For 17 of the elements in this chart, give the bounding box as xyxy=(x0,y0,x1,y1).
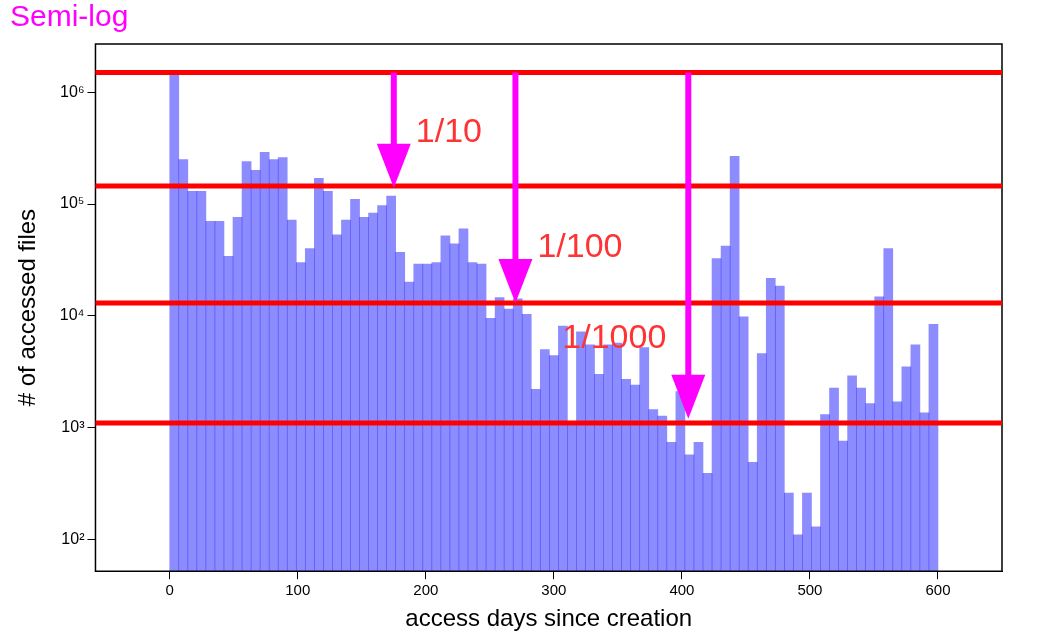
x-tick-label: 600 xyxy=(925,581,951,599)
x-tick-label: 500 xyxy=(797,581,823,599)
x-axis-title: access days since creation xyxy=(405,604,693,632)
y-tick-label: 10⁴ xyxy=(59,306,85,324)
y-tick-label: 10⁵ xyxy=(60,194,85,212)
x-tick-label: 300 xyxy=(541,581,567,599)
x-tick-label: 0 xyxy=(165,581,174,599)
y-tick-label: 10⁶ xyxy=(60,82,85,100)
x-tick-label: 400 xyxy=(669,581,695,599)
x-tick-label: 200 xyxy=(413,581,439,599)
y-tick-label: 10³ xyxy=(61,418,86,436)
x-tick-label: 100 xyxy=(285,581,311,599)
chart-title: Semi-log xyxy=(10,0,129,33)
y-axis-title: # of accessed files xyxy=(13,208,41,407)
annotation: 1/100 xyxy=(537,226,623,265)
annotation: 1/10 xyxy=(415,111,482,150)
y-tick-label: 10² xyxy=(61,529,86,547)
